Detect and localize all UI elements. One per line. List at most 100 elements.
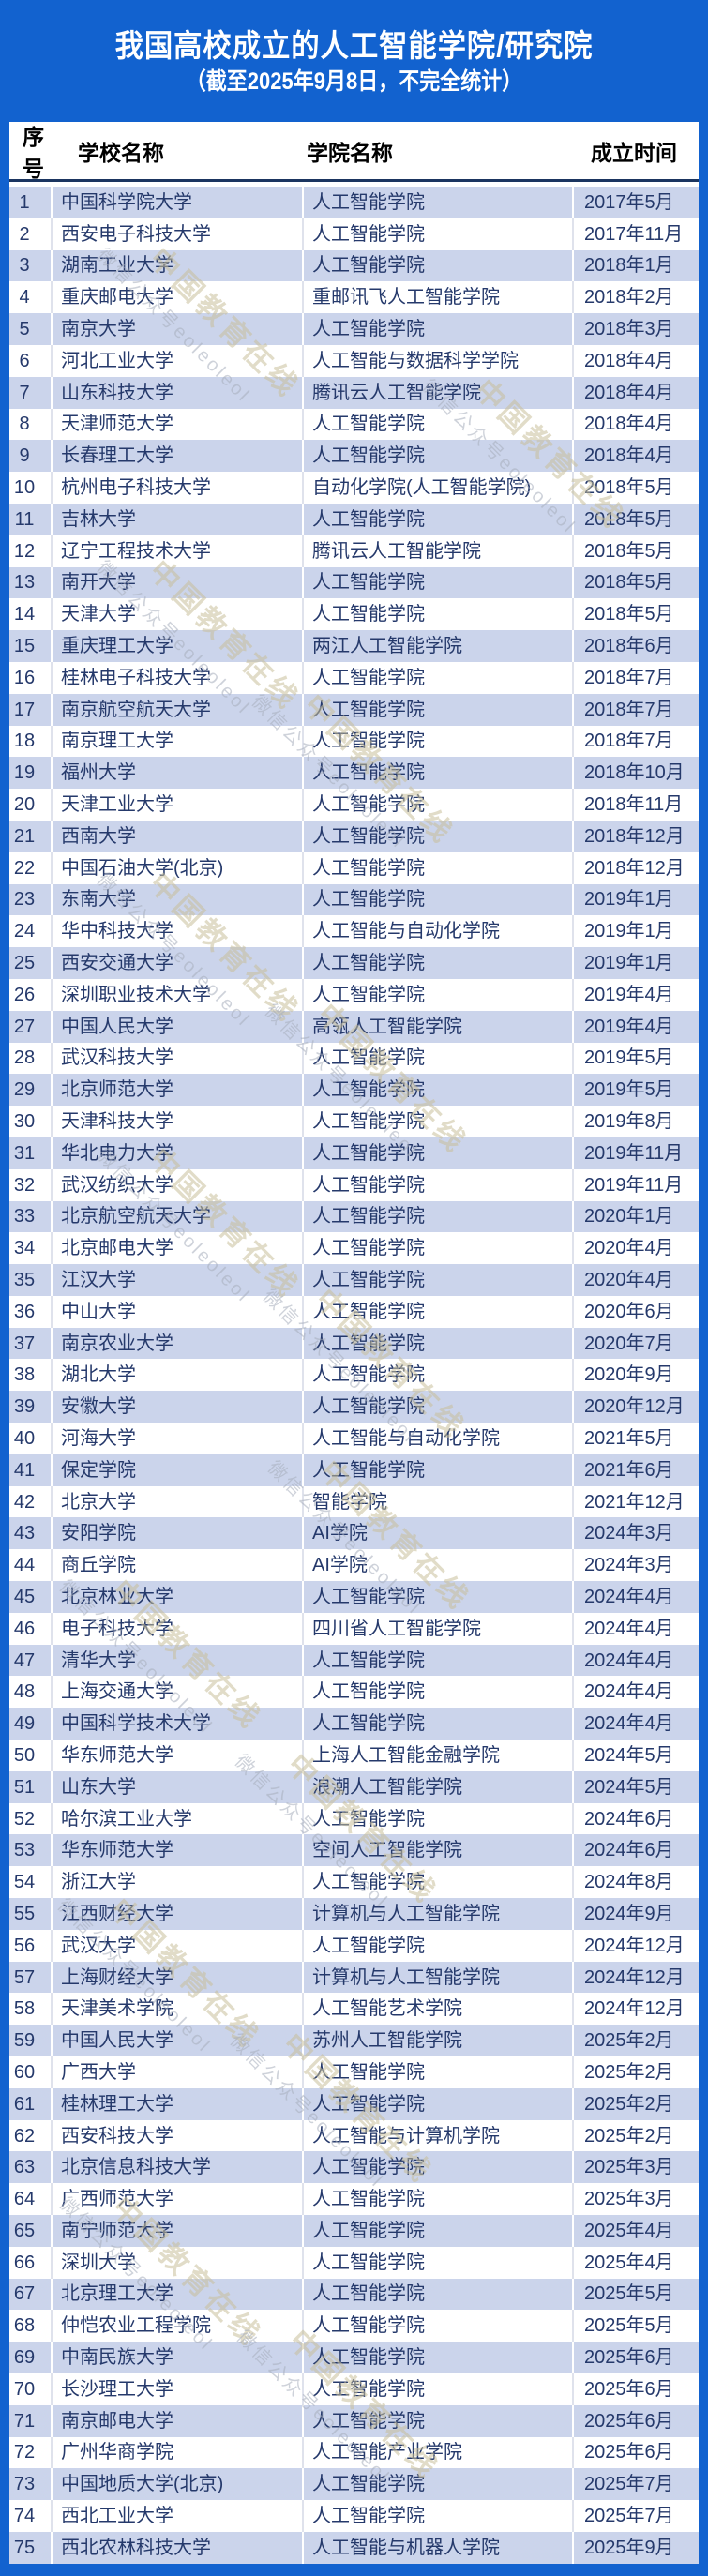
- table-row: 36 中山大学 人工智能学院 2020年6月: [9, 1295, 699, 1328]
- college-name: 高瓴人工智能学院: [304, 1010, 574, 1043]
- row-index: 17: [9, 693, 53, 726]
- establish-date: 2024年8月: [584, 1872, 674, 1893]
- table-row: 58 天津美术学院 人工智能艺术学院 2024年12月: [9, 1993, 699, 2026]
- school-name: 安徽大学: [53, 1391, 304, 1424]
- table-row: 10 杭州电子科技大学 自动化学院(人工智能学院) 2018年5月: [9, 472, 699, 504]
- row-index: 68: [9, 2310, 53, 2343]
- table-row: 12 辽宁工程技术大学 腾讯云人工智能学院 2018年5月: [9, 535, 699, 567]
- row-index: 63: [9, 2151, 53, 2184]
- table-row: 47 清华大学 人工智能学院 2024年4月: [9, 1644, 699, 1677]
- table-row: 43 安阳学院 AI学院 2024年3月: [9, 1517, 699, 1550]
- row-index: 12: [9, 535, 53, 567]
- table-row: 42 北京大学 智能学院 2021年12月: [9, 1485, 699, 1518]
- establish-date: 2025年9月: [584, 2537, 674, 2558]
- header-divider: [9, 179, 699, 182]
- college-name: 上海人工智能金融学院: [304, 1740, 574, 1771]
- college-name: 浪潮人工智能学院: [304, 1770, 574, 1803]
- school-name: 杭州电子科技大学: [53, 472, 304, 504]
- school-name: 华东师范大学: [53, 1740, 304, 1771]
- school-name: 南京理工大学: [53, 725, 304, 758]
- school-name: 江西财经大学: [53, 1898, 304, 1930]
- college-name: 人工智能学院: [304, 187, 574, 218]
- establish-date: 2019年11月: [584, 1142, 684, 1164]
- school-name: 西安科技大学: [53, 2119, 304, 2152]
- school-name: 山东科技大学: [53, 376, 304, 409]
- table-row: 70 长沙理工大学 人工智能学院 2025年6月: [9, 2373, 699, 2405]
- table-row: 23 东南大学 人工智能学院 2019年1月: [9, 883, 699, 916]
- school-name: 中国地质大学(北京): [53, 2468, 304, 2501]
- table-row: 20 天津工业大学 人工智能学院 2018年11月: [9, 789, 699, 821]
- column-header-no: 序号: [23, 124, 44, 181]
- school-name: 安阳学院: [53, 1517, 304, 1550]
- row-index: 2: [9, 218, 53, 250]
- college-name: 计算机与人工智能学院: [304, 1898, 574, 1930]
- college-name: 人工智能学院: [304, 218, 574, 250]
- establish-date: 2020年4月: [584, 1238, 674, 1259]
- table-row: 53 华东师范大学 空间人工智能学院 2024年6月: [9, 1834, 699, 1867]
- table-row: 24 华中科技大学 人工智能与自动化学院 2019年1月: [9, 915, 699, 948]
- establish-date: 2024年12月: [584, 1966, 685, 1988]
- school-name: 中国科学技术大学: [53, 1708, 304, 1740]
- row-index: 50: [9, 1740, 53, 1771]
- table-row: 1 中国科学院大学 人工智能学院 2017年5月: [9, 187, 699, 218]
- school-name: 华北电力大学: [53, 1137, 304, 1169]
- row-index: 15: [9, 630, 53, 662]
- table-row: 62 西安科技大学 人工智能与计算机学院 2025年2月: [9, 2119, 699, 2152]
- college-name: 人工智能学院: [304, 1168, 574, 1201]
- row-index: 38: [9, 1359, 53, 1392]
- college-name: 人工智能学院: [304, 693, 574, 726]
- establish-date: 2018年7月: [584, 731, 674, 752]
- school-name: 南京航空航天大学: [53, 693, 304, 726]
- table-row: 49 中国科学技术大学 人工智能学院 2024年4月: [9, 1708, 699, 1740]
- row-index: 24: [9, 915, 53, 948]
- school-name: 辽宁工程技术大学: [53, 535, 304, 567]
- establish-date: 2025年4月: [584, 2252, 674, 2273]
- establish-date: 2019年1月: [584, 953, 674, 974]
- establish-date: 2025年2月: [584, 2030, 674, 2052]
- establish-date: 2019年1月: [584, 921, 674, 942]
- table-row: 32 武汉纺织大学 人工智能学院 2019年11月: [9, 1168, 699, 1201]
- table-row: 61 桂林理工大学 人工智能学院 2025年2月: [9, 2087, 699, 2120]
- row-index: 3: [9, 249, 53, 282]
- college-name: 人工智能学院: [304, 757, 574, 790]
- row-index: 57: [9, 1961, 53, 1994]
- table-row: 18 南京理工大学 人工智能学院 2018年7月: [9, 725, 699, 758]
- table-row: 51 山东大学 浪潮人工智能学院 2024年5月: [9, 1770, 699, 1803]
- establish-date: 2020年9月: [584, 1364, 674, 1386]
- school-name: 福州大学: [53, 757, 304, 790]
- table-row: 13 南开大学 人工智能学院 2018年5月: [9, 566, 699, 599]
- row-index: 25: [9, 947, 53, 979]
- row-index: 69: [9, 2342, 53, 2373]
- table-row: 63 北京信息科技大学 人工智能学院 2025年3月: [9, 2151, 699, 2184]
- school-name: 西安交通大学: [53, 947, 304, 979]
- table-row: 52 哈尔滨工业大学 人工智能学院 2024年6月: [9, 1802, 699, 1835]
- row-index: 44: [9, 1549, 53, 1582]
- college-name: 人工智能学院: [304, 1676, 574, 1709]
- table-row: 25 西安交通大学 人工智能学院 2019年1月: [9, 947, 699, 979]
- table-row: 45 北京林业大学 人工智能学院 2024年4月: [9, 1581, 699, 1613]
- establish-date: 2024年12月: [584, 1935, 685, 1956]
- table-row: 30 天津科技大学 人工智能学院 2019年8月: [9, 1106, 699, 1137]
- establish-date: 2018年7月: [584, 667, 674, 688]
- school-name: 深圳大学: [53, 2246, 304, 2279]
- school-name: 电子科技大学: [53, 1612, 304, 1645]
- table-row: 22 中国石油大学(北京) 人工智能学院 2018年12月: [9, 851, 699, 884]
- page-title: 我国高校成立的人工智能学院/研究院: [114, 28, 594, 63]
- row-index: 35: [9, 1264, 53, 1296]
- row-index: 52: [9, 1802, 53, 1835]
- college-name: 空间人工智能学院: [304, 1834, 574, 1867]
- establish-date: 2025年6月: [584, 2347, 674, 2369]
- college-name: 人工智能学院: [304, 1929, 574, 1962]
- row-index: 71: [9, 2404, 53, 2437]
- row-index: 58: [9, 1993, 53, 2026]
- college-name: 人工智能学院: [304, 978, 574, 1011]
- school-name: 仲恺农业工程学院: [53, 2310, 304, 2343]
- school-name: 吉林大学: [53, 503, 304, 535]
- table-row: 31 华北电力大学 人工智能学院 2019年11月: [9, 1137, 699, 1169]
- row-index: 31: [9, 1137, 53, 1169]
- table-row: 46 电子科技大学 四川省人工智能学院 2024年4月: [9, 1612, 699, 1645]
- college-name: 人工智能学院: [304, 1802, 574, 1835]
- school-name: 北京大学: [53, 1485, 304, 1518]
- row-index: 60: [9, 2056, 53, 2088]
